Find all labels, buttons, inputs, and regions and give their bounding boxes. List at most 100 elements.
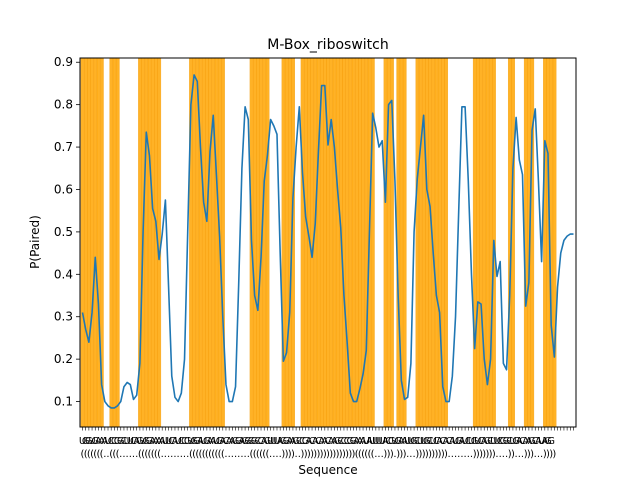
x-tick-label-structure: . (537, 449, 540, 460)
data-point (104, 401, 106, 403)
x-tick-label-structure: ( (202, 449, 206, 460)
x-tick-label-nucleotide: A (156, 436, 163, 447)
x-tick-label-structure: ) (320, 449, 324, 460)
x-tick-label-structure: ( (367, 449, 371, 460)
x-tick-label-nucleotide: G (410, 436, 418, 447)
x-tick-label-nucleotide: U (407, 436, 414, 447)
x-tick-label-structure: ) (396, 449, 400, 460)
data-point (334, 146, 336, 148)
data-point (566, 235, 568, 237)
x-tick-label-nucleotide: G (302, 436, 310, 447)
data-point (161, 233, 163, 235)
x-tick-label-structure: ) (387, 449, 391, 460)
data-point (276, 134, 278, 136)
data-point (126, 382, 128, 384)
data-point (318, 151, 320, 153)
data-point (493, 240, 495, 242)
x-tick-label-nucleotide: U (267, 436, 274, 447)
paired-band (425, 57, 429, 428)
data-point (528, 282, 530, 284)
x-tick-label-structure: ) (530, 449, 534, 460)
data-point (324, 85, 326, 87)
x-tick-label-structure: . (126, 449, 129, 460)
x-tick-label-nucleotide: A (290, 436, 297, 447)
x-tick-label-structure: ) (419, 449, 423, 460)
x-tick-label-nucleotide: A (366, 436, 373, 447)
data-point (267, 155, 269, 157)
x-tick-label-structure: . (279, 449, 282, 460)
x-tick-label-nucleotide: G (283, 436, 291, 447)
paired-band (208, 57, 213, 428)
x-tick-label-structure: . (135, 449, 138, 460)
x-tick-label-structure: ) (552, 449, 556, 460)
data-point (554, 356, 556, 358)
data-point (394, 180, 396, 182)
data-point (381, 140, 383, 142)
data-point (346, 341, 348, 343)
data-point (133, 399, 135, 401)
x-tick-label-structure: ( (199, 449, 203, 460)
x-tick-label-structure: . (505, 449, 508, 460)
data-point (171, 375, 173, 377)
x-axis: U(G(G(U(G(A(A(A.U.C(C(G(G.C.U.U.C.A.G(U(… (79, 427, 574, 460)
x-tick-label-nucleotide: A (382, 436, 389, 447)
data-point (292, 197, 294, 199)
data-point (286, 352, 288, 354)
x-tick-label-nucleotide: G (82, 436, 90, 447)
x-tick-label-structure: ( (96, 449, 100, 460)
y-tick-label: 0.9 (54, 55, 73, 69)
x-tick-label-structure: ) (479, 449, 483, 460)
x-tick-label-nucleotide: U (375, 436, 382, 447)
data-point (413, 231, 415, 233)
x-tick-label-nucleotide: A (360, 436, 367, 447)
x-tick-label-nucleotide: C (446, 436, 453, 447)
x-tick-label-structure: ( (208, 449, 212, 460)
x-tick-label-nucleotide: A (238, 436, 245, 447)
x-tick-label-structure: . (464, 449, 467, 460)
x-tick-label-structure: ) (348, 449, 352, 460)
x-tick-label-structure: ) (281, 449, 285, 460)
x-tick-label-nucleotide: A (95, 436, 102, 447)
x-tick-label-structure: . (298, 449, 301, 460)
paired-band (115, 57, 120, 428)
x-tick-label-nucleotide: G (455, 436, 463, 447)
x-tick-label-nucleotide: A (449, 436, 456, 447)
x-tick-label-nucleotide: C (315, 436, 322, 447)
data-point (534, 108, 536, 110)
x-tick-label-structure: . (502, 449, 505, 460)
paired-band (221, 57, 225, 428)
x-tick-label-structure: . (454, 449, 457, 460)
x-tick-label-structure: ) (342, 449, 346, 460)
x-tick-label-nucleotide: A (541, 436, 548, 447)
data-point (525, 305, 527, 307)
data-point (483, 358, 485, 360)
x-tick-label-structure: ( (148, 449, 152, 460)
paired-band (93, 57, 98, 428)
paired-band (358, 57, 362, 428)
x-tick-label-structure: ) (285, 449, 289, 460)
x-tick-label-nucleotide: C (325, 436, 332, 447)
data-point (110, 407, 112, 409)
paired-band (476, 57, 480, 428)
data-point (308, 235, 310, 237)
x-tick-label-structure: ( (371, 449, 375, 460)
x-tick-label-structure: ( (265, 449, 269, 460)
data-point (544, 140, 546, 142)
data-point (372, 112, 374, 114)
x-tick-label-structure: ( (361, 449, 365, 460)
data-point (152, 208, 154, 210)
data-point (432, 252, 434, 254)
data-point (257, 310, 259, 312)
x-tick-label-nucleotide: A (331, 436, 338, 447)
paired-band (83, 57, 88, 428)
x-tick-label-nucleotide: C (111, 436, 118, 447)
x-tick-label-structure: ( (157, 449, 161, 460)
paired-band (214, 57, 219, 428)
y-tick-label: 0.2 (54, 352, 73, 366)
x-tick-label-structure: ) (492, 449, 496, 460)
x-tick-label-nucleotide: U (123, 436, 130, 447)
x-tick-label-nucleotide: U (430, 436, 437, 447)
x-tick-label-structure: ( (112, 449, 116, 460)
paired-band (144, 57, 149, 428)
